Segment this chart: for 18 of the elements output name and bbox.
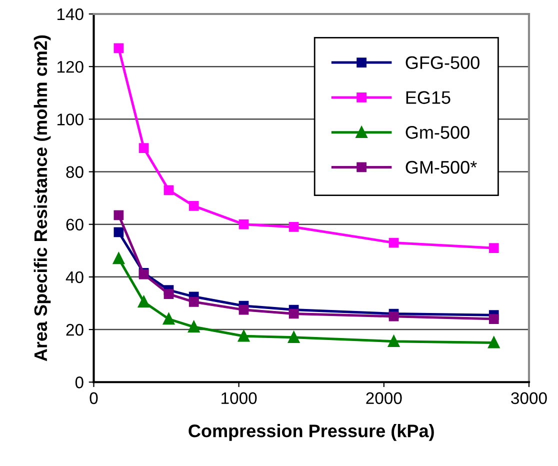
x-tick-label: 0 — [90, 392, 98, 404]
y-tick-label: 120 — [57, 60, 84, 73]
x-tick-label: 1000 — [222, 392, 257, 404]
x-tick-label: 2000 — [366, 392, 402, 404]
x-tick-label: 3000 — [511, 392, 547, 404]
y-tick-label: 0 — [75, 376, 84, 388]
legend-label: GM-500* — [406, 160, 477, 174]
y-tick-label: 140 — [57, 8, 84, 20]
legend-label: Gm-500 — [406, 126, 470, 139]
legend-label: EG15 — [406, 91, 450, 104]
legend-label: GFG-500 — [406, 56, 480, 70]
y-tick-label: 60 — [66, 218, 84, 231]
y-tick-label: 40 — [66, 271, 84, 284]
x-axis-title: Compression Pressure (kPa) — [188, 424, 434, 441]
y-axis-title: Area Specific Resistance (mohm cm2) — [34, 35, 51, 362]
y-tick-label: 20 — [66, 324, 84, 336]
y-tick-label: 100 — [57, 114, 84, 126]
y-tick-label: 80 — [66, 166, 84, 178]
